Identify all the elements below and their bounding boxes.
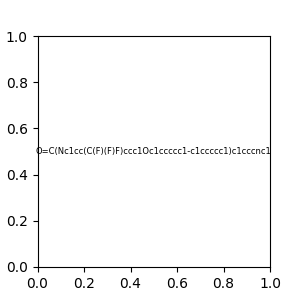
Text: O=C(Nc1cc(C(F)(F)F)ccc1Oc1ccccc1-c1ccccc1)c1cccnc1: O=C(Nc1cc(C(F)(F)F)ccc1Oc1ccccc1-c1ccccc… [36,147,272,156]
